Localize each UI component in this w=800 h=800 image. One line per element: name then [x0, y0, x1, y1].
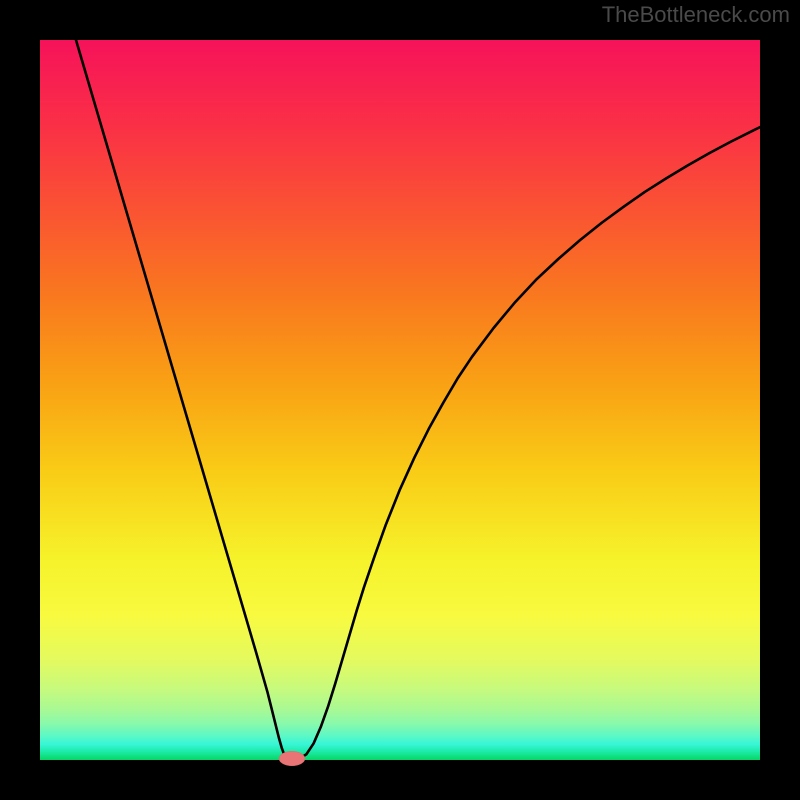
- chart-frame: TheBottleneck.com: [0, 0, 800, 800]
- minimum-marker: [279, 751, 305, 765]
- plot-background: [40, 40, 760, 760]
- watermark-text: TheBottleneck.com: [602, 2, 790, 28]
- bottleneck-chart: [0, 0, 800, 800]
